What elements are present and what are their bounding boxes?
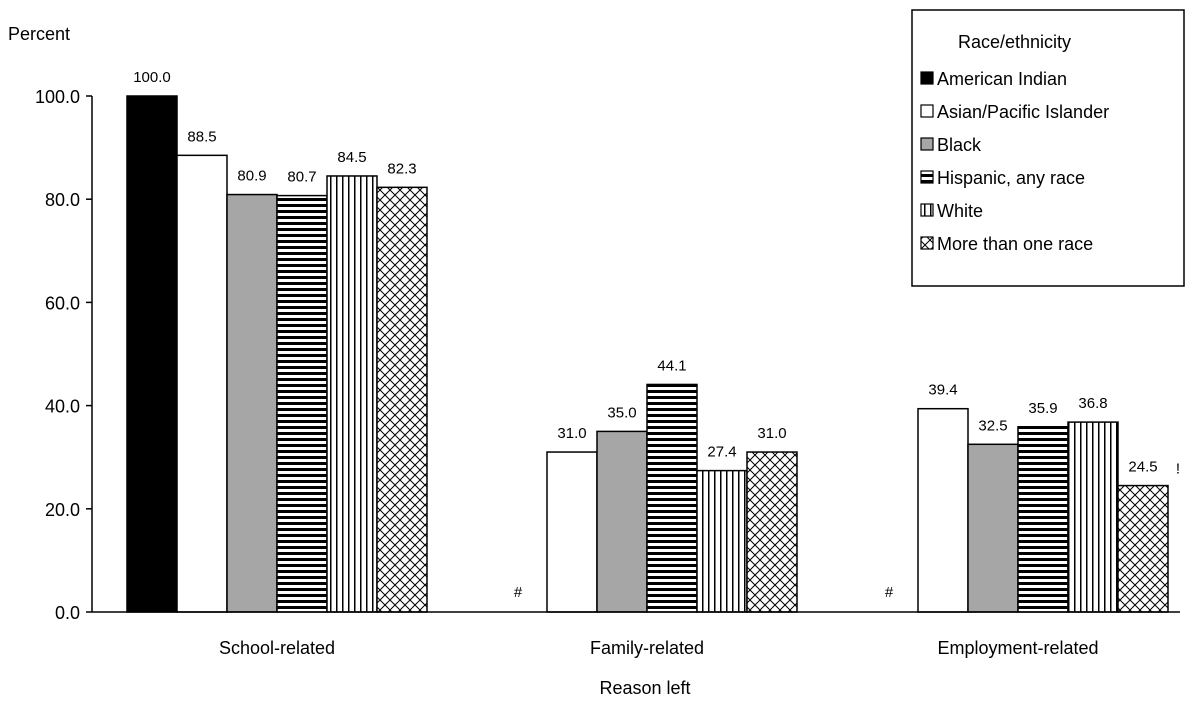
- bar-value-label: 27.4: [707, 444, 736, 461]
- y-tick-label: 60.0: [45, 293, 80, 313]
- bar-value-label: 35.0: [607, 404, 636, 421]
- legend-label: Hispanic, any race: [937, 168, 1085, 188]
- bars-layer: [126, 95, 1169, 613]
- bar: [376, 186, 428, 613]
- bar-value-label: 82.3: [387, 160, 416, 177]
- bar: [276, 194, 328, 613]
- legend: Race/ethnicity American Indian Asian/Paci…: [911, 9, 1185, 287]
- legend-label: More than one race: [937, 234, 1093, 254]
- bar-value-label: 31.0: [757, 425, 786, 442]
- bar: [596, 430, 648, 613]
- bar-value-label: 32.5: [978, 417, 1007, 434]
- bar: [1067, 421, 1119, 613]
- bar-value-label: 80.7: [287, 169, 316, 186]
- bar: [226, 193, 278, 613]
- bar: [746, 451, 798, 613]
- bar-value-label: 100.0: [133, 69, 171, 86]
- y-tick-label: 40.0: [45, 397, 80, 417]
- bar: [917, 407, 969, 613]
- x-category-label: Family-related: [590, 638, 704, 658]
- x-category-label: Employment-related: [937, 638, 1098, 658]
- bar-value-label: 39.4: [928, 382, 957, 399]
- bar: [646, 383, 698, 613]
- bar: [176, 154, 228, 613]
- bar-value-label: 35.9: [1028, 400, 1057, 417]
- bar: [546, 451, 598, 613]
- y-axis-ticks: 0.0 20.0 40.0 60.0 80.0 100.0: [35, 87, 92, 623]
- y-tick-label: 20.0: [45, 500, 80, 520]
- bar-missing-marker: #: [885, 584, 894, 601]
- legend-label: Asian/Pacific Islander: [937, 102, 1109, 122]
- x-axis-category-labels: School-related Family-related Employment-r…: [219, 638, 1099, 658]
- y-tick-label: 100.0: [35, 87, 80, 107]
- bar: [326, 175, 378, 613]
- y-axis-label: Percent: [8, 24, 70, 44]
- bar: [1017, 426, 1069, 613]
- x-category-label: School-related: [219, 638, 335, 658]
- bar-missing-marker: #: [514, 584, 523, 601]
- bar-value-label: 88.5: [187, 128, 216, 145]
- legend-swatch: [920, 104, 934, 118]
- bar: [126, 95, 178, 613]
- bar-value-label: 36.8: [1078, 395, 1107, 412]
- bar-value-label: 44.1: [657, 357, 686, 374]
- bar-value-label: 84.5: [337, 149, 366, 166]
- bar-annotation: !: [1176, 461, 1180, 478]
- bar: [967, 443, 1019, 613]
- legend-swatch: [920, 236, 934, 250]
- x-axis-label: Reason left: [599, 678, 690, 698]
- legend-title: Race/ethnicity: [958, 32, 1071, 52]
- bar: [1117, 484, 1169, 613]
- y-tick-label: 0.0: [55, 603, 80, 623]
- legend-label: American Indian: [937, 69, 1067, 89]
- legend-swatch: [920, 137, 934, 151]
- bar-value-label: 31.0: [557, 425, 586, 442]
- bar-value-label: 24.5: [1128, 459, 1157, 476]
- legend-label: White: [937, 201, 983, 221]
- legend-swatch: [920, 203, 934, 217]
- y-tick-label: 80.0: [45, 190, 80, 210]
- legend-swatch: [920, 71, 934, 85]
- bar: [696, 469, 748, 613]
- legend-label: Black: [937, 135, 982, 155]
- bar-value-label: 80.9: [237, 168, 266, 185]
- legend-box: [911, 9, 1185, 287]
- legend-swatch: [920, 170, 934, 184]
- data-labels-layer: 100.0 88.5 80.9 80.7 84.5 82.3 #31.0 35.0 44.1 27…: [133, 69, 1180, 601]
